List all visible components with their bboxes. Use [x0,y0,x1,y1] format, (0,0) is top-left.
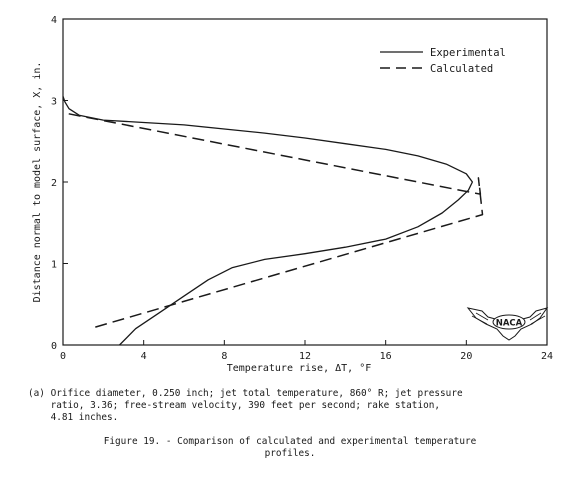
x-tick-label-5: 20 [460,351,472,362]
y-tick-label-1: 1 [51,260,57,271]
x-tick-label-6: 24 [541,351,553,362]
x-axis-ticks: 0 4 8 12 16 20 24 [60,340,553,362]
x-tick-label-0: 0 [60,351,66,362]
x-tick-label-3: 12 [299,351,311,362]
y-axis-label: Distance normal to model surface, X, in. [32,62,43,303]
caption-part-a: (a) Orifice diameter, 0.250 inch; jet to… [28,388,463,423]
naca-logo: NACA [466,307,549,341]
series-experimental-line [62,96,474,346]
x-axis-label: Temperature rise, ΔT, °F [227,363,372,374]
y-tick-label-3: 3 [51,97,57,108]
legend-calculated-label: Calculated [430,63,493,75]
y-tick-label-0: 0 [51,341,57,352]
series-calculated-line [62,111,484,328]
series-layer [62,96,484,346]
naca-logo-text: NACA [496,319,523,329]
x-tick-label-2: 8 [221,351,227,362]
y-tick-label-2: 2 [51,178,57,189]
x-tick-label-1: 4 [141,351,147,362]
legend-experimental-label: Experimental [430,47,506,59]
y-tick-label-4: 4 [51,15,57,26]
naca-logo-oval [492,314,526,330]
legend-box [373,42,523,76]
naca-logo-stripes [471,312,546,325]
figure-caption: Figure 19. - Comparison of calculated an… [103,436,477,459]
x-tick-label-4: 16 [380,351,392,362]
y-axis-ticks: 0 1 2 3 4 [51,15,68,352]
